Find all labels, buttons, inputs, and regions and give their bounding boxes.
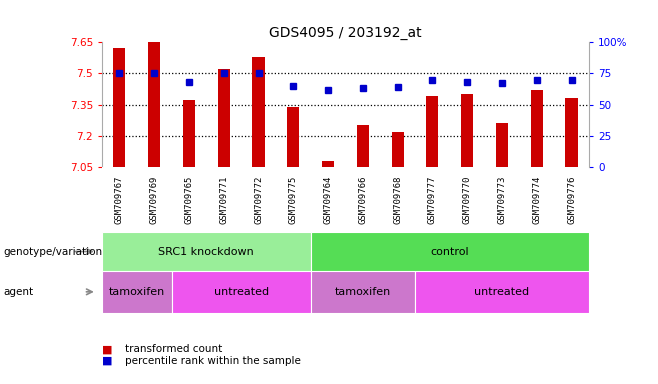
Bar	[253, 57, 265, 167]
Text: GSM709772: GSM709772	[254, 175, 263, 224]
Text: GSM709773: GSM709773	[497, 175, 507, 224]
Text: GSM709770: GSM709770	[463, 175, 472, 224]
Text: untreated: untreated	[214, 287, 268, 297]
Bar	[183, 101, 195, 167]
Text: GSM709774: GSM709774	[532, 175, 542, 224]
Bar	[461, 94, 473, 167]
Bar	[392, 132, 404, 167]
Title: GDS4095 / 203192_at: GDS4095 / 203192_at	[269, 26, 422, 40]
Text: ■: ■	[102, 344, 113, 354]
Text: untreated: untreated	[474, 287, 530, 297]
Text: GSM709777: GSM709777	[428, 175, 437, 224]
Text: agent: agent	[3, 287, 34, 297]
Bar	[218, 69, 230, 167]
Text: control: control	[430, 247, 469, 257]
Bar	[102, 271, 172, 313]
Bar	[287, 107, 299, 167]
Text: tamoxifen: tamoxifen	[109, 287, 165, 297]
Text: transformed count: transformed count	[125, 344, 222, 354]
Bar	[172, 271, 311, 313]
Bar	[311, 271, 415, 313]
Text: GSM709769: GSM709769	[149, 175, 159, 224]
Text: ■: ■	[102, 356, 113, 366]
Text: percentile rank within the sample: percentile rank within the sample	[125, 356, 301, 366]
Text: GSM709764: GSM709764	[324, 175, 332, 224]
Bar	[113, 48, 126, 167]
Text: GSM709775: GSM709775	[289, 175, 298, 224]
Text: GSM709765: GSM709765	[184, 175, 193, 224]
Text: GSM709776: GSM709776	[567, 175, 576, 224]
Text: GSM709768: GSM709768	[393, 175, 402, 224]
Bar	[102, 232, 311, 271]
Bar	[148, 40, 161, 167]
Bar	[322, 161, 334, 167]
Bar	[496, 123, 508, 167]
Text: genotype/variation: genotype/variation	[3, 247, 103, 257]
Bar	[357, 126, 369, 167]
Text: GSM709766: GSM709766	[359, 175, 367, 224]
Bar	[530, 90, 543, 167]
Bar	[565, 98, 578, 167]
Text: GSM709771: GSM709771	[219, 175, 228, 224]
Text: tamoxifen: tamoxifen	[335, 287, 391, 297]
Text: GSM709767: GSM709767	[115, 175, 124, 224]
Bar	[426, 96, 438, 167]
Text: SRC1 knockdown: SRC1 knockdown	[159, 247, 254, 257]
Bar	[311, 232, 589, 271]
Bar	[415, 271, 589, 313]
